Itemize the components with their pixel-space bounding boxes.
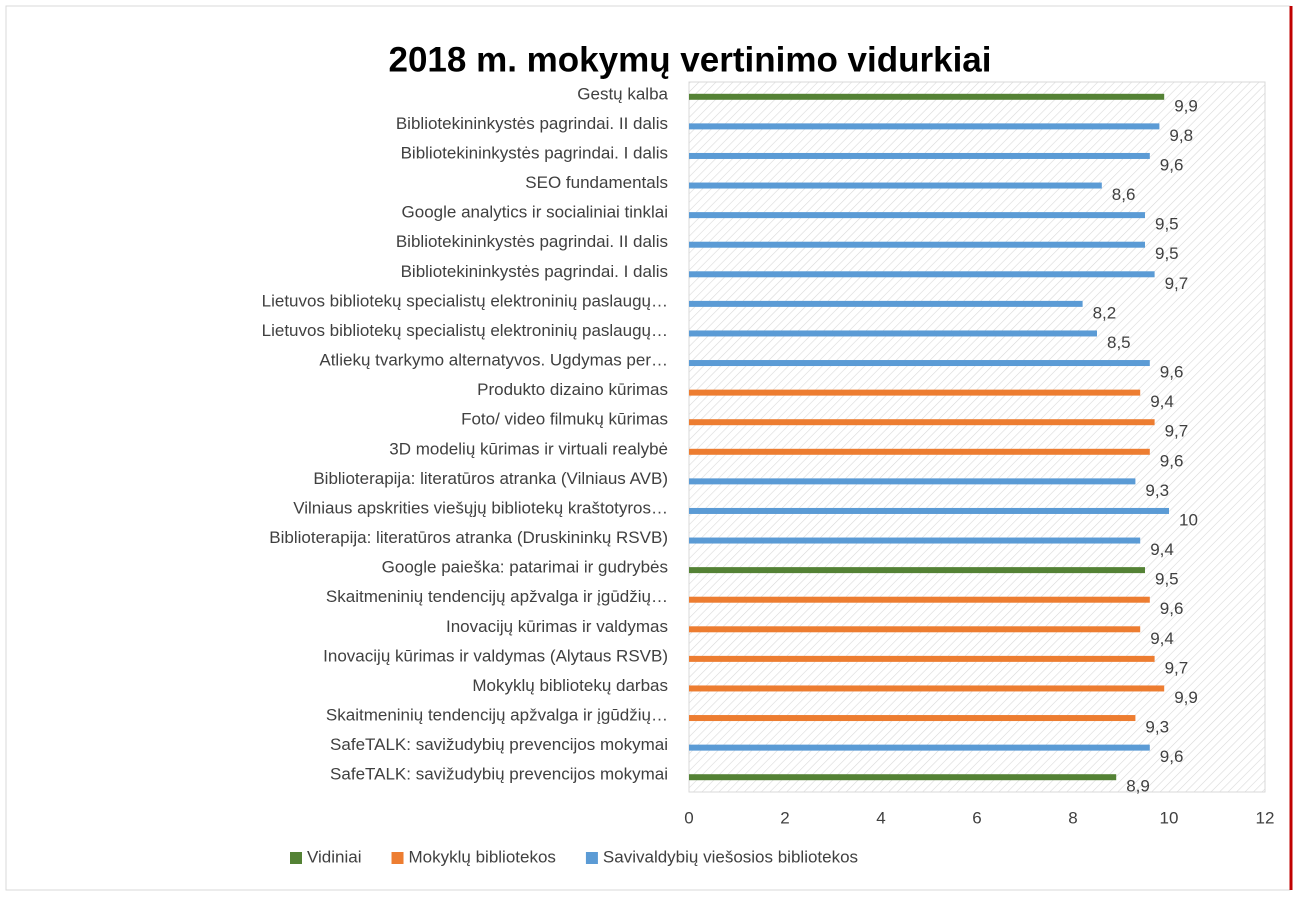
plot-area — [688, 81, 1266, 793]
y-tick-label: Gestų kalba — [577, 84, 668, 103]
x-tick-label: 10 — [1160, 808, 1179, 827]
bar — [689, 774, 1117, 781]
bar — [689, 182, 1102, 189]
value-label: 9,7 — [1165, 658, 1189, 677]
bar — [689, 596, 1150, 603]
value-label: 8,2 — [1093, 303, 1117, 322]
value-label: 9,8 — [1169, 126, 1193, 145]
y-tick-label: Google analytics ir socialiniai tinklai — [402, 203, 668, 222]
y-tick-label: Atliekų tvarkymo alternatyvos. Ugdymas p… — [319, 351, 668, 370]
value-label: 9,5 — [1155, 244, 1179, 263]
legend-swatch — [391, 852, 404, 864]
value-label: 9,6 — [1160, 155, 1184, 174]
y-tick-label: Vilniaus apskrities viešųjų bibliotekų k… — [293, 498, 668, 517]
value-label: 8,5 — [1107, 333, 1131, 352]
y-tick-label: Bibliotekininkystės pagrindai. I dalis — [401, 262, 668, 281]
value-label: 9,3 — [1145, 718, 1169, 737]
y-tick-label: Biblioterapija: literatūros atranka (Vil… — [313, 469, 668, 488]
bar — [689, 241, 1145, 248]
y-tick-label: Mokyklų bibliotekų darbas — [472, 676, 668, 695]
value-label: 9,6 — [1160, 599, 1184, 618]
bar — [689, 419, 1155, 426]
bar — [689, 537, 1141, 544]
bar — [689, 330, 1097, 337]
bar — [689, 93, 1165, 100]
value-label: 9,6 — [1160, 451, 1184, 470]
value-label: 9,5 — [1155, 215, 1179, 234]
y-tick-label: Skaitmeninių tendencijų apžvalga ir įgūd… — [326, 706, 668, 725]
value-label: 9,7 — [1165, 422, 1189, 441]
bar — [689, 685, 1165, 692]
y-tick-label: Bibliotekininkystės pagrindai. II dalis — [396, 114, 668, 133]
bar — [689, 448, 1150, 455]
bar — [689, 507, 1169, 514]
y-tick-label: Produkto dizaino kūrimas — [477, 380, 668, 399]
legend-label: Savivaldybių viešosios bibliotekos — [603, 847, 858, 866]
y-tick-label: Inovacijų kūrimas ir valdymas (Alytaus R… — [323, 646, 668, 665]
value-label: 9,5 — [1155, 570, 1179, 589]
bar — [689, 389, 1141, 396]
x-tick-label: 8 — [1068, 808, 1077, 827]
x-tick-label: 2 — [780, 808, 789, 827]
value-label: 9,7 — [1165, 274, 1189, 293]
y-tick-label: Biblioterapija: literatūros atranka (Dru… — [269, 528, 668, 547]
legend-label: Mokyklų bibliotekos — [409, 847, 556, 866]
legend-swatch — [290, 852, 302, 864]
value-label: 9,9 — [1174, 96, 1198, 115]
chart-title: 2018 m. mokymų vertinimo vidurkiai — [388, 40, 991, 79]
bar — [689, 567, 1145, 574]
value-label: 9,4 — [1150, 629, 1174, 648]
y-tick-label: SafeTALK: savižudybių prevencijos mokyma… — [330, 735, 668, 754]
y-tick-label: SafeTALK: savižudybių prevencijos mokyma… — [330, 765, 668, 784]
bar — [689, 300, 1083, 307]
value-label: 9,4 — [1150, 392, 1174, 411]
bar — [689, 152, 1150, 159]
y-tick-label: Google paieška: patarimai ir gudrybės — [382, 558, 668, 577]
value-label: 9,6 — [1160, 747, 1184, 766]
y-tick-label: SEO fundamentals — [525, 173, 668, 192]
y-tick-label: Bibliotekininkystės pagrindai. II dalis — [396, 232, 668, 251]
bar — [689, 626, 1141, 633]
value-label: 9,3 — [1145, 481, 1169, 500]
y-tick-label: 3D modelių kūrimas ir virtuali realybė — [389, 439, 668, 458]
bar — [689, 744, 1150, 751]
x-tick-label: 0 — [684, 808, 693, 827]
y-tick-label: Inovacijų kūrimas ir valdymas — [446, 617, 668, 636]
bar — [689, 715, 1136, 722]
value-label: 9,9 — [1174, 688, 1198, 707]
value-label: 8,9 — [1126, 777, 1150, 796]
bar — [689, 655, 1155, 662]
legend-label: Vidiniai — [307, 847, 362, 866]
value-label: 8,6 — [1112, 185, 1136, 204]
x-tick-label: 6 — [972, 808, 981, 827]
bar — [689, 123, 1160, 130]
y-tick-label: Bibliotekininkystės pagrindai. I dalis — [401, 143, 668, 162]
legend-swatch — [585, 852, 598, 864]
bar — [689, 478, 1136, 485]
x-tick-label: 4 — [876, 808, 885, 827]
y-tick-label: Skaitmeninių tendencijų apžvalga ir įgūd… — [326, 587, 668, 606]
x-tick-label: 12 — [1256, 808, 1275, 827]
bar — [689, 360, 1150, 367]
value-label: 10 — [1179, 510, 1198, 529]
bar — [689, 271, 1155, 278]
y-tick-label: Lietuvos bibliotekų specialistų elektron… — [262, 291, 668, 310]
y-tick-label: Foto/ video filmukų kūrimas — [461, 410, 668, 429]
value-label: 9,4 — [1150, 540, 1174, 559]
bar — [689, 212, 1145, 219]
y-tick-label: Lietuvos bibliotekų specialistų elektron… — [262, 321, 668, 340]
value-label: 9,6 — [1160, 363, 1184, 382]
